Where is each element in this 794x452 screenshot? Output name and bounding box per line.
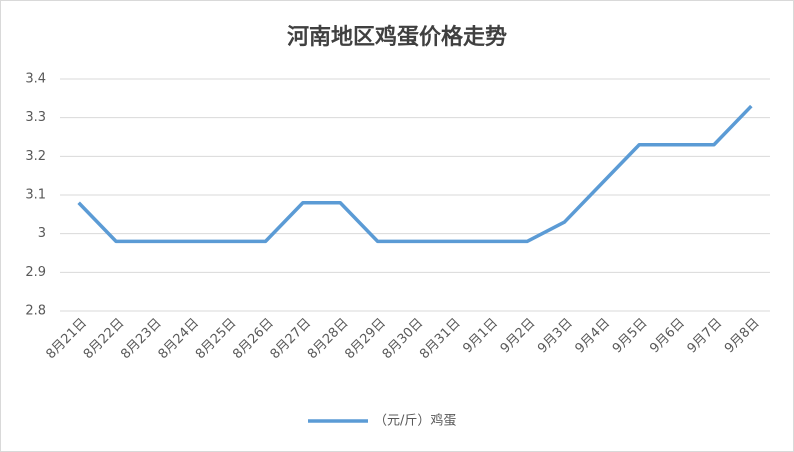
y-tick-label: 3.1 [25, 188, 46, 203]
y-tick-label: 2.9 [25, 265, 46, 280]
y-tick-label: 3.4 [25, 72, 46, 87]
legend-label: （元/斤）鸡蛋 [374, 413, 456, 429]
y-tick-label: 3.2 [25, 149, 46, 164]
data-line [77, 104, 753, 244]
chart-title: 河南地区鸡蛋价格走势 [287, 24, 507, 50]
y-tick-label: 2.8 [25, 304, 46, 319]
y-tick-label: 3 [38, 226, 46, 241]
y-tick-label: 3.3 [25, 110, 46, 125]
